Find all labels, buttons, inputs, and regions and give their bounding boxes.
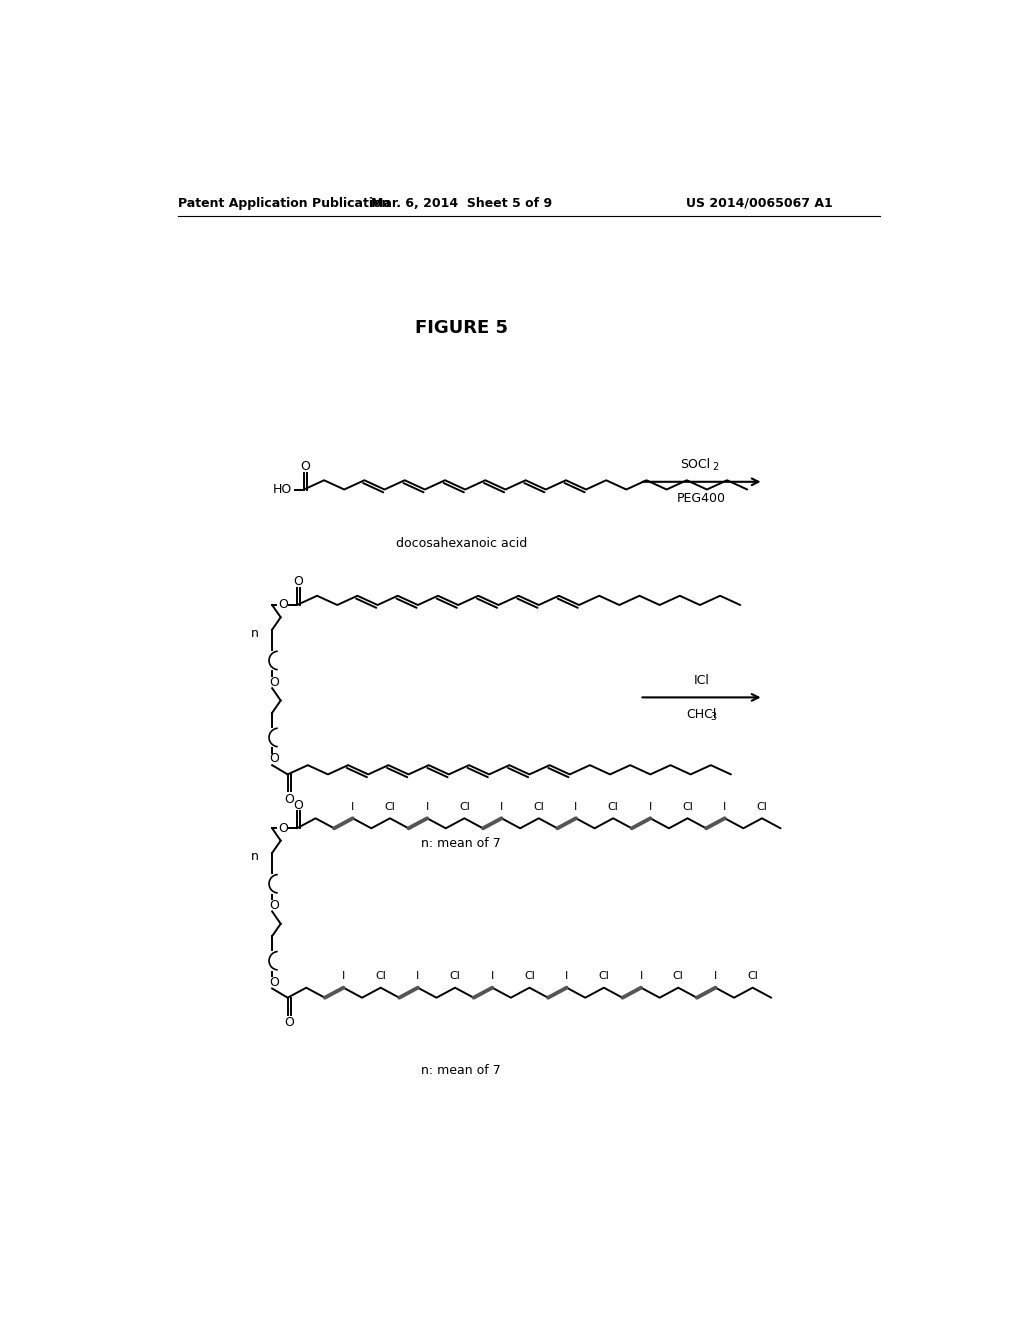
Text: O: O [294,576,303,589]
Text: 2: 2 [713,462,719,473]
Text: I: I [426,801,429,812]
Text: n: n [251,627,259,640]
Text: FIGURE 5: FIGURE 5 [415,319,508,337]
Text: I: I [723,801,726,812]
Text: I: I [342,972,345,981]
Text: docosahexanoic acid: docosahexanoic acid [395,537,527,550]
Text: n: mean of 7: n: mean of 7 [421,1064,501,1077]
Text: Cl: Cl [459,801,470,812]
Text: I: I [416,972,420,981]
Text: O: O [269,676,280,689]
Text: I: I [351,801,354,812]
Text: Patent Application Publication: Patent Application Publication [178,197,391,210]
Text: O: O [269,899,280,912]
Text: US 2014/0065067 A1: US 2014/0065067 A1 [686,197,833,210]
Text: ICl: ICl [693,675,710,686]
Text: Cl: Cl [375,972,386,981]
Text: O: O [269,752,280,766]
Text: O: O [269,975,280,989]
Text: I: I [714,972,717,981]
Text: I: I [500,801,503,812]
Text: O: O [285,1016,294,1028]
Text: n: n [251,850,259,863]
Text: Cl: Cl [673,972,684,981]
Text: HO: HO [272,483,292,496]
Text: O: O [285,792,294,805]
Text: Cl: Cl [598,972,609,981]
Text: O: O [294,799,303,812]
Text: SOCl: SOCl [680,458,711,471]
Text: O: O [279,822,288,834]
Text: Cl: Cl [607,801,618,812]
Text: O: O [300,459,310,473]
Text: n: mean of 7: n: mean of 7 [421,837,501,850]
Text: I: I [574,801,578,812]
Text: Cl: Cl [385,801,395,812]
Text: Cl: Cl [682,801,693,812]
Text: Cl: Cl [757,801,767,812]
Text: 3: 3 [711,711,717,722]
Text: I: I [490,972,494,981]
Text: O: O [279,598,288,611]
Text: CHCl: CHCl [686,708,717,721]
Text: I: I [565,972,568,981]
Text: Cl: Cl [534,801,544,812]
Text: Cl: Cl [524,972,535,981]
Text: I: I [639,972,643,981]
Text: Cl: Cl [450,972,461,981]
Text: Mar. 6, 2014  Sheet 5 of 9: Mar. 6, 2014 Sheet 5 of 9 [371,197,552,210]
Text: Cl: Cl [748,972,758,981]
Text: PEG400: PEG400 [677,492,726,506]
Text: I: I [649,801,652,812]
